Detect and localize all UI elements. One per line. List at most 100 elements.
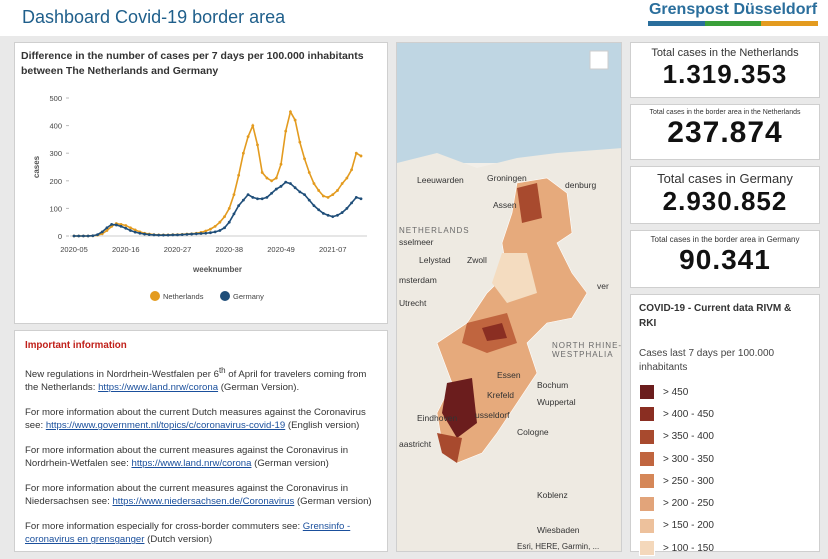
data-point: [256, 197, 259, 201]
map-label: denburg: [565, 180, 596, 190]
map-label: Lelystad: [419, 255, 451, 265]
legend-label: > 250 - 300: [663, 475, 714, 487]
data-point: [209, 231, 212, 235]
logo: Grenspost Düsseldorf: [648, 1, 819, 26]
info-link[interactable]: https://www.land.nrw/corona: [131, 458, 252, 470]
data-point: [133, 228, 137, 232]
data-point: [312, 182, 316, 185]
legend-swatch: [639, 540, 655, 557]
map-label: Eindhoven: [417, 413, 457, 423]
data-point: [331, 193, 335, 197]
legend-swatch: [639, 384, 655, 401]
data-point: [96, 233, 99, 237]
info-link[interactable]: https://www.government.nl/topics/c/coron…: [45, 420, 286, 432]
data-point: [161, 233, 165, 237]
data-point: [246, 193, 250, 197]
info-link[interactable]: https://www.niedersachsen.de/Coronavirus: [112, 496, 295, 508]
map-attribution: Esri, HERE, Garmin, ...: [517, 542, 599, 551]
data-point: [317, 208, 321, 212]
kpi-value: 90.341: [679, 244, 771, 275]
map: Leeuwarden Groningen Assen NETHERLANDS sselm…: [397, 43, 621, 551]
kpi-box: Total cases in the border area in the Ne…: [630, 104, 820, 160]
data-point: [354, 195, 358, 199]
data-point: [246, 135, 250, 139]
data-point: [185, 232, 189, 236]
sea: [397, 43, 621, 163]
data-point: [279, 184, 283, 188]
legend-label: > 100 - 150: [663, 542, 714, 554]
data-point: [124, 224, 128, 227]
legend-swatch: [639, 495, 655, 512]
data-point: [237, 204, 241, 208]
data-point: [143, 232, 146, 236]
data-point: [307, 171, 311, 174]
data-point: [359, 197, 363, 201]
legend-label: Germany: [233, 292, 264, 301]
data-point: [218, 229, 222, 232]
chart-title: Difference in the number of cases per 7 …: [21, 50, 364, 77]
info-text: (English version): [285, 420, 360, 432]
data-point: [312, 204, 316, 208]
data-point: [232, 212, 236, 216]
x-tick-label: 2020-27: [164, 245, 192, 254]
data-point: [152, 233, 156, 237]
data-point: [227, 207, 231, 210]
y-tick-label: 400: [49, 122, 62, 131]
data-point: [180, 233, 184, 237]
data-point: [345, 207, 349, 210]
data-point: [241, 198, 245, 202]
map-label: Zwoll: [467, 255, 487, 265]
data-point: [260, 171, 264, 174]
data-point: [124, 226, 128, 230]
info-link[interactable]: Grensinfo - coronavirus en grensganger: [25, 521, 351, 546]
map-label: msterdam: [399, 275, 437, 285]
data-point: [326, 213, 330, 217]
logo-stripes: [648, 21, 819, 26]
x-tick-label: 2020-49: [267, 245, 295, 254]
kpi-label: Total cases in Germany: [657, 171, 793, 186]
kpi-label: Total cases in the Netherlands: [651, 47, 799, 59]
map-label: NETHERLANDS: [399, 226, 470, 235]
data-point: [157, 233, 161, 237]
map-legend-button[interactable]: [589, 50, 609, 70]
data-point: [298, 140, 302, 144]
data-point: [350, 201, 353, 205]
kpi-value: 237.874: [667, 116, 783, 149]
y-tick-label: 300: [49, 149, 62, 158]
info-paragraph: For more information about the current m…: [25, 444, 377, 470]
legend-item: > 150 - 200: [639, 515, 811, 537]
legend-item: > 400 - 450: [639, 403, 811, 425]
data-point: [138, 231, 142, 235]
data-point: [241, 151, 245, 155]
kpi-label: Total cases in the border area in German…: [650, 235, 800, 244]
legend-label: Netherlands: [163, 292, 204, 301]
data-point: [345, 176, 349, 180]
info-panel: Important information New regulations in …: [14, 330, 388, 552]
data-point: [307, 198, 311, 202]
info-text: For more information about the current m…: [25, 445, 349, 470]
data-point: [321, 211, 325, 215]
data-point: [72, 234, 76, 238]
info-text: (German version): [294, 496, 372, 508]
y-tick-label: 0: [58, 232, 62, 241]
series-line: [74, 109, 362, 237]
data-point: [251, 195, 255, 199]
data-point: [284, 129, 288, 133]
data-point: [321, 194, 325, 198]
data-point: [110, 223, 114, 226]
data-point: [100, 230, 104, 234]
map-label: ver: [597, 281, 609, 291]
data-point: [256, 143, 259, 147]
x-tick-label: 2021-07: [319, 245, 347, 254]
map-label: Leeuwarden: [417, 175, 464, 185]
info-paragraph: For more information especially for cros…: [25, 520, 377, 546]
data-point: [204, 231, 208, 235]
legend-item: > 450: [639, 381, 811, 403]
data-point: [274, 176, 278, 180]
kpi-box: Total cases in Germany 2.930.852: [630, 166, 820, 224]
data-point: [340, 211, 344, 214]
info-link[interactable]: https://www.land.nrw/corona: [98, 382, 219, 394]
data-point: [194, 232, 198, 236]
data-point: [289, 110, 292, 114]
data-point: [303, 193, 306, 197]
